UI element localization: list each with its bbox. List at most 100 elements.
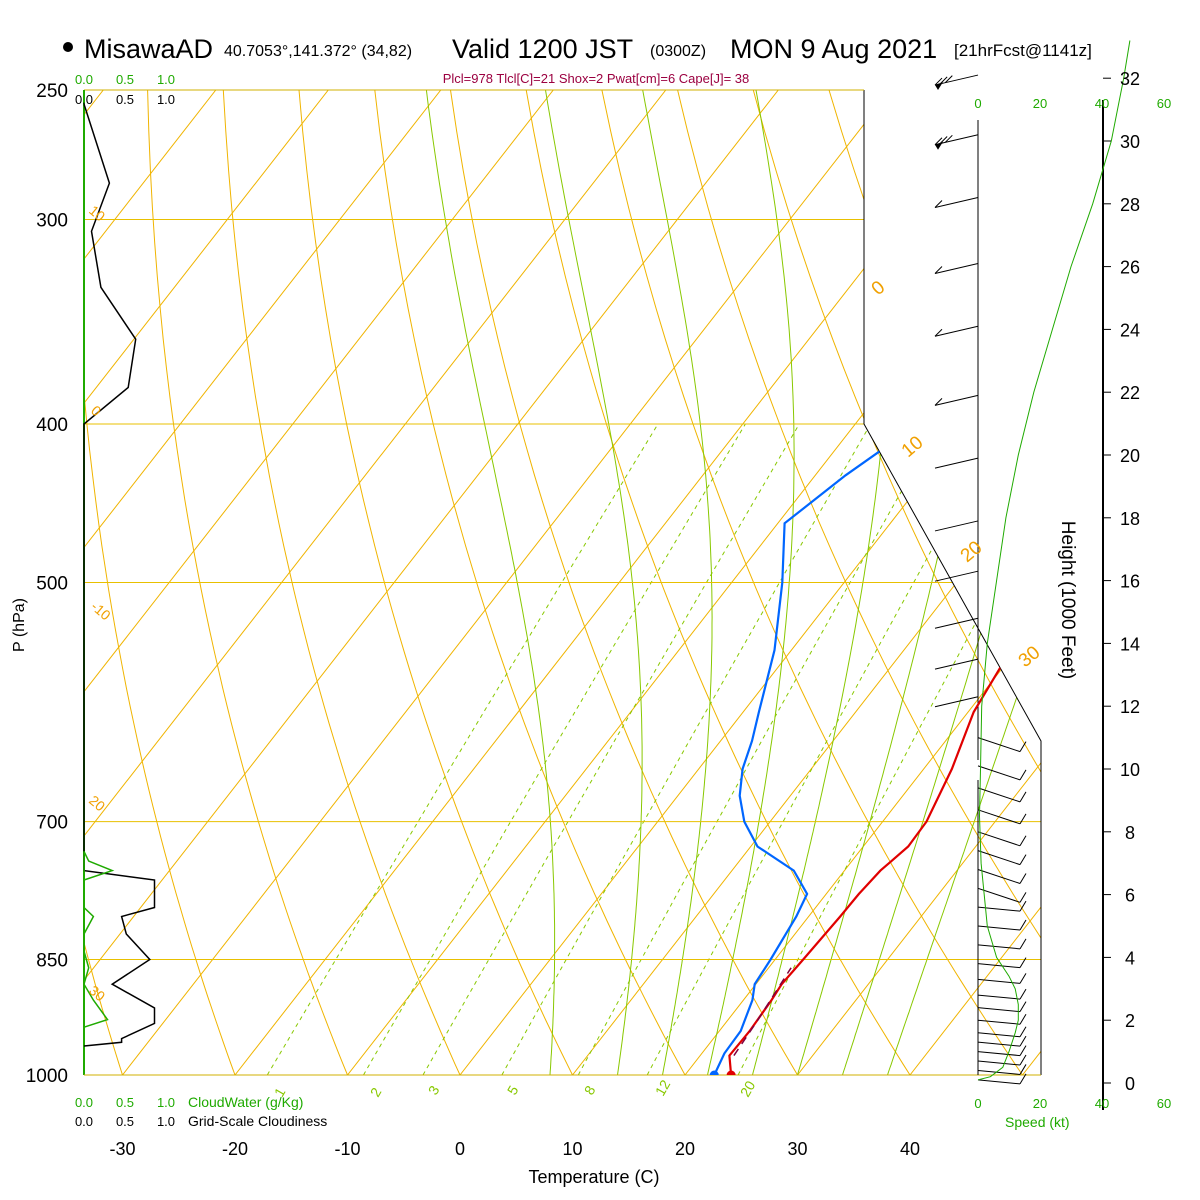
wind-barb-feather (1019, 1073, 1027, 1085)
wind-barb (934, 74, 979, 91)
wind-barb-staff (934, 457, 979, 469)
wind-barb-staff (977, 978, 1021, 984)
moist-adiabat-line (642, 90, 713, 1075)
station-dot-icon (63, 42, 73, 52)
x-tick-label: -20 (222, 1139, 248, 1159)
station-name: MisawaAD (84, 34, 213, 64)
dry-adiabat-line (979, 90, 1041, 1075)
wind-barb (977, 787, 1027, 803)
cloudiness-tick-top: 1.0 (157, 92, 175, 107)
cloudiness-line (83, 103, 156, 1047)
dry-adiabat-line (1132, 90, 1200, 1075)
x-tick-label: -30 (109, 1139, 135, 1159)
cloud-water-tick-top: 0.0 (75, 72, 93, 87)
wind-barb (977, 1001, 1027, 1013)
wind-barb-staff (934, 658, 979, 670)
wind-barb-feather (1019, 1035, 1027, 1047)
cloud-water-tick-top: 0.5 (116, 72, 134, 87)
surface-temperature-dot (726, 1070, 736, 1075)
wind-barb-staff (977, 850, 1021, 866)
height-tick-label: 28 (1120, 195, 1140, 215)
theta-label: 0 (88, 402, 104, 419)
wind-barb-feather (1019, 835, 1027, 847)
wind-barb (977, 1035, 1027, 1047)
wind-barb-feather (1019, 873, 1027, 884)
wind-barb-staff (977, 869, 1021, 884)
wind-barb-feather (1019, 741, 1027, 752)
cloud-water-tick-bottom: 1.0 (157, 1095, 175, 1110)
speed-axis-label: Speed (kt) (1005, 1114, 1070, 1130)
wind-barb (934, 262, 979, 274)
wind-barb-feather (1019, 1001, 1027, 1012)
wind-barb-staff (977, 1060, 1021, 1066)
dry-adiabat-line (147, 90, 348, 1075)
wind-barb (977, 850, 1027, 866)
moist-adiabat-line (842, 90, 1041, 1075)
wind-barb-feather (1019, 957, 1027, 968)
wind-barb (977, 957, 1027, 969)
cloudiness-tick-bottom: 0.0 (75, 1114, 93, 1129)
surface-dewpoint-dot (709, 1070, 719, 1075)
speed-tick-label-bottom: 60 (1157, 1096, 1171, 1111)
wind-barb-feather (1019, 973, 1027, 984)
speed-tick-label-bottom: 20 (1033, 1096, 1047, 1111)
height-tick-label: 18 (1120, 509, 1140, 529)
wind-barb-staff (934, 197, 979, 209)
isobar-lines (84, 89, 1041, 1076)
wind-barb (934, 457, 979, 469)
x-tick-label: 10 (562, 1139, 582, 1159)
mixing-ratio-line (266, 423, 659, 1075)
height-tick-label: 16 (1120, 572, 1140, 592)
wind-barb (977, 919, 1027, 931)
height-tick-label: 22 (1120, 383, 1140, 403)
speed-tick-label-top: 0 (974, 96, 981, 111)
isotherm-line (797, 90, 1041, 1075)
wind-barb-pennant (935, 141, 943, 150)
moist-adiabat-line (707, 90, 795, 1075)
speed-tick-label-top: 20 (1033, 96, 1047, 111)
wind-speed-line (977, 40, 1131, 1081)
speed-tick-label-top: 60 (1157, 96, 1171, 111)
station-coords: 40.7053°,141.372° (34,82) (224, 43, 412, 60)
wind-barb-feather (934, 137, 943, 146)
wind-barb (977, 1073, 1027, 1085)
valid-time: Valid 1200 JST (452, 34, 633, 64)
cloudiness-label: Grid-Scale Cloudiness (188, 1113, 327, 1129)
wind-barb (977, 869, 1027, 884)
mixing-ratio-label: 3 (425, 1083, 443, 1098)
isotherm-label: 10 (898, 432, 928, 462)
wind-barb-staff (977, 765, 1021, 781)
wind-barb-feather (1019, 919, 1027, 931)
wind-barb-feather (1019, 854, 1027, 865)
wind-barb (977, 809, 1027, 825)
cloud-water-tick-bottom: 0.0 (75, 1095, 93, 1110)
height-tick-label: 12 (1120, 697, 1140, 717)
mixing-ratio-label: 20 (737, 1078, 759, 1100)
mixing-ratio-line (501, 423, 872, 1075)
dry-adiabat-line (84, 90, 123, 1075)
speed-tick-label-top: 40 (1095, 96, 1109, 111)
wind-barb (977, 1054, 1027, 1066)
isotherm-line (909, 90, 1041, 1075)
wind-barb (977, 737, 1027, 753)
wind-barb-feather (1019, 1064, 1027, 1075)
height-tick-label: 0 (1125, 1074, 1135, 1094)
wind-barb (934, 570, 979, 582)
wind-barb-staff (977, 1041, 1021, 1047)
dry-adiabat-line (298, 90, 573, 1075)
pressure-tick-label: 400 (36, 415, 68, 436)
mixing-ratio-line (646, 423, 1002, 1075)
cloud-water-label: CloudWater (g/Kg) (188, 1094, 303, 1110)
x-tick-label: 40 (900, 1139, 920, 1159)
pressure-tick-label: 250 (36, 81, 68, 102)
utc-time: (0300Z) (650, 43, 706, 60)
wind-barb-feather (934, 77, 943, 86)
mixing-ratio-label: 5 (504, 1083, 522, 1098)
dry-adiabat-line (222, 90, 461, 1075)
isotherm-label: 20 (957, 537, 987, 567)
wind-barb-staff (934, 570, 979, 582)
cloudiness-tick-top: 0.0 (75, 92, 93, 107)
wind-barb-staff (934, 394, 979, 406)
mixing-ratio-label: 8 (581, 1083, 599, 1098)
theta-label: 10 (86, 202, 108, 224)
